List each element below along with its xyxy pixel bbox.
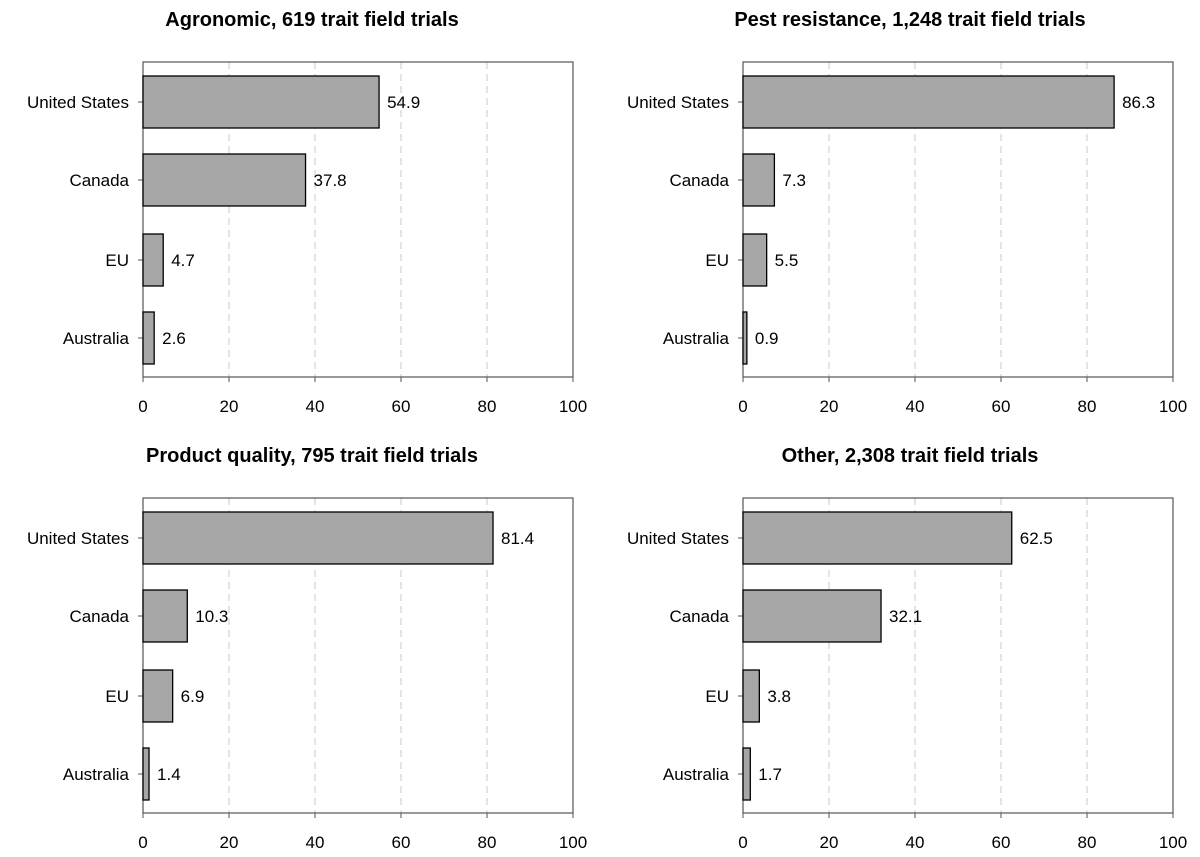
chart-title: Pest resistance, 1,248 trait field trial… (734, 9, 1085, 31)
plot-frame (142, 61, 574, 378)
bar (142, 75, 380, 129)
data-label: 37.8 (314, 171, 347, 190)
x-tick-label: 80 (1078, 833, 1097, 852)
category-label: Canada (69, 607, 129, 626)
x-tick-label: 100 (559, 833, 587, 852)
data-label: 4.7 (171, 251, 195, 270)
x-tick-label: 80 (478, 397, 497, 416)
bar (142, 153, 307, 207)
bar (142, 311, 155, 365)
data-label: 86.3 (1122, 93, 1155, 112)
x-tick-label: 100 (1159, 833, 1187, 852)
data-label: 54.9 (387, 93, 420, 112)
category-label: EU (705, 687, 729, 706)
bar (742, 747, 751, 801)
bar (742, 311, 748, 365)
x-tick-label: 20 (820, 397, 839, 416)
category-label: Australia (63, 765, 130, 784)
bar (142, 669, 174, 723)
bar (142, 747, 150, 801)
category-label: Australia (663, 765, 730, 784)
bar (142, 589, 188, 643)
plot-frame (742, 61, 1174, 378)
x-tick-label: 20 (820, 833, 839, 852)
data-label: 6.9 (181, 687, 205, 706)
category-label: United States (627, 93, 729, 112)
x-tick-label: 80 (1078, 397, 1097, 416)
x-tick-label: 60 (392, 833, 411, 852)
x-tick-label: 40 (306, 397, 325, 416)
x-tick-label: 20 (220, 833, 239, 852)
chart-title: Other, 2,308 trait field trials (782, 445, 1039, 467)
data-label: 3.8 (767, 687, 791, 706)
x-tick-label: 60 (992, 397, 1011, 416)
category-label: EU (105, 251, 129, 270)
bar (142, 511, 494, 565)
bar (742, 669, 760, 723)
x-tick-label: 40 (306, 833, 325, 852)
category-label: United States (27, 93, 129, 112)
data-label: 62.5 (1020, 529, 1053, 548)
category-label: United States (27, 529, 129, 548)
x-tick-label: 100 (1159, 397, 1187, 416)
data-label: 7.3 (782, 171, 806, 190)
x-tick-label: 0 (738, 833, 747, 852)
data-label: 1.7 (758, 765, 782, 784)
category-label: EU (705, 251, 729, 270)
category-label: Canada (69, 171, 129, 190)
x-tick-label: 40 (906, 397, 925, 416)
bar (742, 511, 1013, 565)
data-label: 0.9 (755, 329, 779, 348)
data-label: 1.4 (157, 765, 181, 784)
x-tick-label: 0 (138, 397, 147, 416)
bar (742, 75, 1115, 129)
x-tick-label: 40 (906, 833, 925, 852)
x-tick-label: 60 (392, 397, 411, 416)
category-label: Canada (669, 171, 729, 190)
chart-panel-4: Other, 2,308 trait field trials 0 20 40 60 80… (627, 445, 1187, 852)
bar (742, 153, 776, 207)
chart-panel-1: Agronomic, 619 trait field trials 0 20 40 60… (27, 9, 587, 416)
data-label: 5.5 (775, 251, 799, 270)
bar (142, 233, 164, 287)
category-label: Canada (669, 607, 729, 626)
category-label: Australia (63, 329, 130, 348)
x-tick-label: 0 (138, 833, 147, 852)
chart-title: Product quality, 795 trait field trials (146, 445, 478, 467)
category-label: EU (105, 687, 129, 706)
data-label: 81.4 (501, 529, 534, 548)
plot-frame (742, 497, 1174, 814)
x-tick-label: 20 (220, 397, 239, 416)
category-label: United States (627, 529, 729, 548)
x-tick-label: 0 (738, 397, 747, 416)
chart-title: Agronomic, 619 trait field trials (165, 9, 458, 31)
bar (742, 589, 882, 643)
bar (742, 233, 768, 287)
data-label: 2.6 (162, 329, 186, 348)
category-label: Australia (663, 329, 730, 348)
plot-frame (142, 497, 574, 814)
chart-panel-3: Product quality, 795 trait field trials 0… (27, 445, 587, 852)
chart-panel-2: Pest resistance, 1,248 trait field trial… (627, 9, 1187, 416)
x-tick-label: 80 (478, 833, 497, 852)
x-tick-label: 100 (559, 397, 587, 416)
x-tick-label: 60 (992, 833, 1011, 852)
data-label: 32.1 (889, 607, 922, 626)
data-label: 10.3 (195, 607, 228, 626)
